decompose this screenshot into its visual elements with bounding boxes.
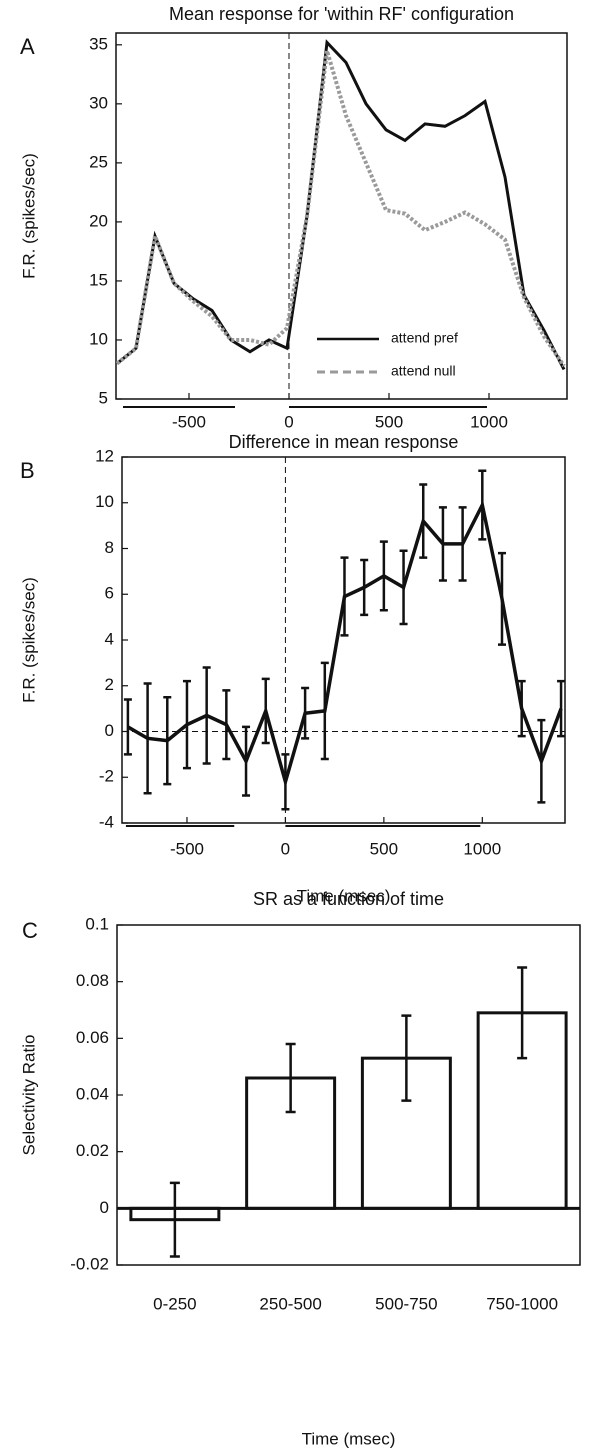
- x-tick-label: 500: [370, 839, 398, 858]
- x-tick-label: 750-1000: [486, 1294, 558, 1313]
- x-tick-label: -500: [172, 412, 206, 431]
- error-bar: [340, 556, 349, 637]
- x-tick-label: 1000: [463, 839, 501, 858]
- y-tick-label: 2: [105, 675, 114, 694]
- y-tick-label: 0.1: [85, 914, 109, 933]
- error-bar: [301, 686, 310, 740]
- x-tick-label: -500: [170, 839, 204, 858]
- error-bar: [261, 677, 270, 745]
- panel-label: B: [20, 458, 35, 483]
- x-tick-label: 1000: [470, 412, 508, 431]
- y-tick-label: 6: [105, 584, 114, 603]
- error-bar: [537, 718, 546, 804]
- x-tick-label: 250-500: [259, 1294, 321, 1313]
- line: [115, 50, 566, 368]
- line: [127, 499, 563, 789]
- y-tick-label: 0.08: [76, 971, 109, 990]
- y-tick-label: -4: [99, 812, 114, 831]
- y-tick-label: 15: [89, 270, 108, 289]
- y-tick-label: 30: [89, 93, 108, 112]
- error-bar: [285, 1042, 296, 1114]
- error-bar: [497, 551, 506, 646]
- error-bar: [399, 549, 408, 626]
- error-bar: [401, 1014, 412, 1102]
- y-tick-label: 35: [89, 34, 108, 53]
- x-tick-label: 0: [284, 412, 293, 431]
- y-tick-label: 0: [105, 721, 114, 740]
- error-bar: [360, 558, 369, 617]
- chart-title: Mean response for 'within RF' configurat…: [169, 4, 514, 24]
- legend-label: attend pref: [391, 330, 458, 346]
- plot-frame: [115, 32, 568, 400]
- error-bar: [557, 679, 566, 738]
- error-bar: [517, 966, 528, 1060]
- line: [116, 39, 566, 371]
- error-bar: [458, 506, 467, 582]
- x-axis-label: Time (msec): [302, 1429, 396, 1448]
- y-axis-label: F.R. (spikes/sec): [19, 577, 38, 703]
- panel-label: A: [20, 34, 35, 59]
- y-tick-label: 10: [89, 329, 108, 348]
- error-bar: [419, 483, 428, 559]
- y-tick-label: 10: [95, 492, 114, 511]
- y-tick-label: -0.02: [70, 1254, 109, 1273]
- error-bar: [379, 540, 388, 612]
- chart-title: SR as a function of time: [253, 889, 444, 909]
- error-bar: [517, 679, 526, 738]
- y-tick-label: 12: [95, 446, 114, 465]
- y-tick-label: 4: [105, 629, 114, 648]
- y-tick-label: 0.06: [76, 1028, 109, 1047]
- y-axis-label: Selectivity Ratio: [19, 1035, 38, 1156]
- panel-label: C: [22, 918, 38, 943]
- error-bar: [182, 679, 191, 770]
- error-bar: [202, 666, 211, 765]
- x-tick-label: 500-750: [375, 1294, 437, 1313]
- y-axis-label: F.R. (spikes/sec): [19, 153, 38, 279]
- y-tick-label: 0: [100, 1198, 109, 1217]
- y-tick-label: 20: [89, 211, 108, 230]
- error-bar: [281, 753, 290, 811]
- error-bar: [143, 682, 152, 795]
- error-bar: [242, 725, 251, 797]
- error-bar: [163, 695, 172, 786]
- x-tick-label: 0-250: [153, 1294, 196, 1313]
- y-tick-label: 0.02: [76, 1141, 109, 1160]
- x-tick-label: 0: [281, 839, 290, 858]
- x-axis-label: Time (msec): [297, 886, 391, 905]
- x-tick-label: 500: [375, 412, 403, 431]
- error-bar: [123, 698, 132, 756]
- legend-label: attend null: [391, 363, 456, 379]
- error-bar: [438, 506, 447, 582]
- error-bar: [320, 661, 329, 761]
- y-tick-label: 5: [99, 388, 108, 407]
- y-tick-label: 25: [89, 152, 108, 171]
- y-tick-label: 8: [105, 538, 114, 557]
- y-tick-label: 0.04: [76, 1084, 109, 1103]
- error-bar: [169, 1181, 180, 1258]
- y-tick-label: -2: [99, 767, 114, 786]
- error-bar: [478, 469, 487, 541]
- error-bar: [222, 689, 231, 761]
- chart-title: Difference in mean response: [229, 432, 459, 452]
